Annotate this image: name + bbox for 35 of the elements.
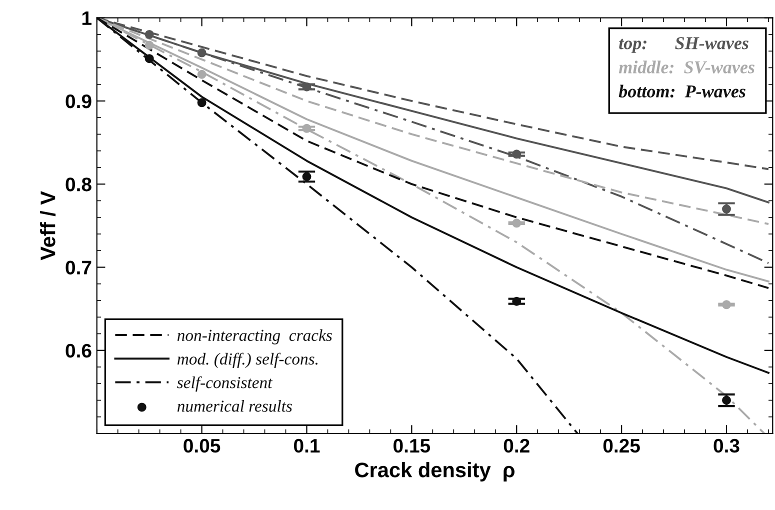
point: [302, 82, 312, 92]
x-tick-label: 0.25: [603, 438, 640, 453]
point: [512, 296, 522, 306]
point: [144, 54, 154, 64]
point: [197, 48, 206, 58]
point: [302, 124, 312, 133]
annotation: middle: SV-waves: [618, 60, 754, 74]
point: [197, 98, 206, 108]
legend-label: self-consistent: [177, 376, 273, 392]
annotation: top: SH-waves: [619, 37, 748, 53]
x-tick-label: 0.15: [394, 438, 430, 453]
x-axis-title: Crack density ρ: [355, 462, 515, 482]
y-tick-label: 0.6: [66, 344, 92, 358]
legend-label: non-interacting cracks: [177, 329, 332, 344]
legend-label: numerical results: [177, 400, 292, 412]
y-tick-label: 1: [82, 12, 92, 25]
point: [722, 300, 731, 310]
x-tick-label: 0.05: [184, 438, 220, 453]
point: [144, 40, 154, 50]
point: [302, 172, 312, 182]
annotation: bottom: P-waves: [618, 84, 746, 98]
y-axis-title: Veff / V: [40, 191, 56, 260]
y-tick-label: 0.7: [66, 260, 92, 274]
x-tick-label: 0.2: [504, 438, 530, 453]
point: [197, 70, 206, 79]
y-tick-label: 0.8: [66, 178, 92, 192]
y-tick-label: 0.9: [66, 94, 92, 108]
x-tick-label: 0.1: [294, 438, 320, 453]
point: [144, 30, 154, 39]
point: [512, 150, 522, 159]
point: [722, 396, 731, 405]
legend-label: mod. (diff.) self-cons.: [177, 352, 318, 368]
point: [722, 204, 731, 214]
point: [512, 218, 522, 228]
x-tick-label: 0.3: [714, 438, 740, 453]
